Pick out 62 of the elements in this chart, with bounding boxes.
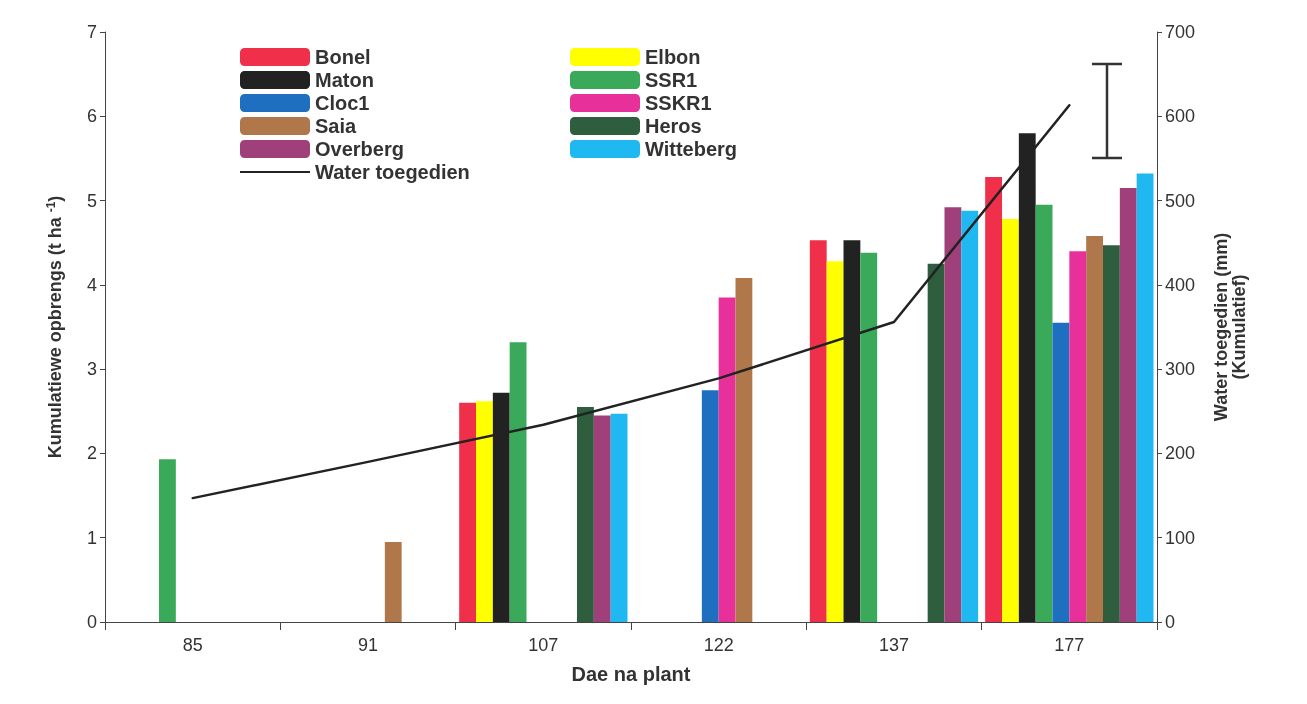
bar (1002, 219, 1019, 622)
bar (1035, 204, 1053, 622)
bar (384, 541, 402, 622)
y2-axis-title: Water toegedien (mm) (Kumulatief) (1211, 232, 1249, 422)
bar (459, 402, 477, 622)
x-tick-label: 177 (1054, 635, 1085, 655)
x-tick-label: 91 (357, 635, 379, 655)
bar (159, 459, 176, 622)
bar (1086, 235, 1103, 622)
bar (985, 176, 1003, 622)
y-tick-label: 4 (86, 274, 97, 295)
bar (961, 210, 979, 622)
y2-tick-label: 200 (1165, 443, 1196, 464)
legend-label: Heros (645, 115, 702, 137)
bar (1119, 187, 1137, 622)
x-axis-title: Dae na plant (571, 663, 691, 685)
bar (718, 297, 736, 622)
legend-label: SSR1 (645, 69, 698, 91)
x-tick-label: 85 (182, 635, 203, 655)
bar (735, 278, 753, 622)
bar (577, 407, 594, 622)
legend-label: Witteberg (645, 138, 738, 160)
y2-tick-label: 400 (1165, 274, 1196, 295)
bar (927, 263, 945, 622)
y2-tick-label: 600 (1165, 106, 1196, 127)
bar (944, 207, 962, 622)
legend-label: SSKR1 (645, 92, 712, 114)
legend-label: Bonel (315, 46, 371, 68)
legend-label: Overberg (315, 138, 404, 160)
legend-label: Maton (315, 69, 374, 91)
y2-tick-label: 100 (1165, 527, 1196, 548)
bar (593, 415, 611, 622)
legend-label: Water toegedien (315, 161, 470, 183)
legend-label: Cloc1 (315, 92, 370, 114)
bar (1103, 245, 1120, 622)
y-tick-label: 3 (86, 359, 97, 380)
bar (701, 390, 719, 622)
y-tick-label: 5 (86, 190, 97, 211)
bar (860, 252, 878, 622)
y2-tick-label: 0 (1165, 612, 1176, 632)
y2-tick-label: 700 (1165, 22, 1196, 42)
bar (826, 261, 844, 622)
y-tick-label: 0 (86, 612, 97, 632)
y2-tick-label: 500 (1165, 190, 1196, 211)
y-tick-label: 2 (86, 443, 97, 464)
y-axis-title: Kumulatiewe opbrengs (t ha -1) (44, 195, 65, 459)
bar (509, 342, 527, 622)
y2-tick-label: 300 (1165, 359, 1196, 380)
x-tick-label: 122 (703, 635, 734, 655)
bar (1136, 173, 1154, 622)
y-tick-label: 1 (86, 527, 97, 548)
bar (476, 401, 493, 622)
bar (610, 413, 628, 622)
legend-label: Elbon (645, 46, 701, 68)
legend-label: Saia (315, 115, 358, 137)
bar (1052, 322, 1070, 622)
x-tick-label: 107 (528, 635, 559, 655)
bar (809, 240, 827, 622)
x-tick-label: 137 (878, 635, 910, 655)
y-tick-label: 6 (86, 106, 97, 127)
y-tick-label: 7 (86, 22, 97, 42)
bar (1069, 251, 1087, 622)
